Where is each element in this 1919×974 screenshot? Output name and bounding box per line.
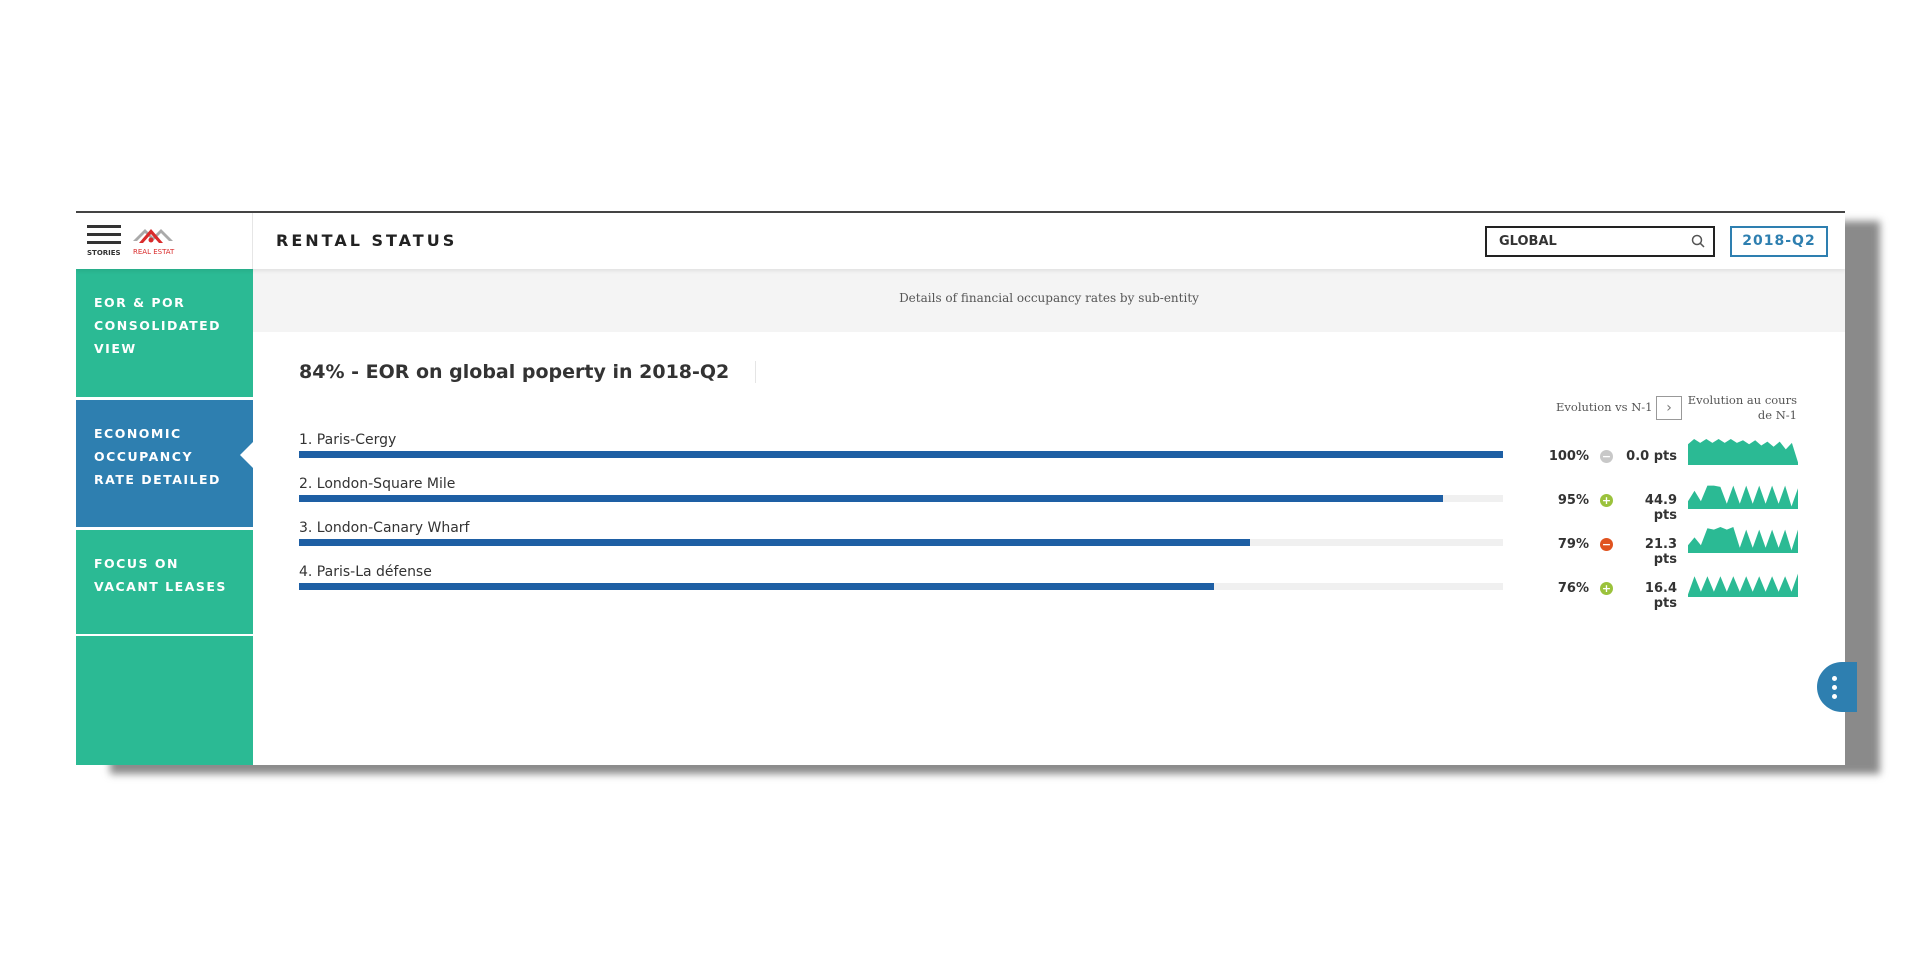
real-estate-logo: REAL ESTATE: [133, 229, 175, 256]
table-row: 1. Paris-Cergy 100% − 0.0 pts: [299, 432, 1799, 476]
evolution-points: 16.4 pts: [1644, 581, 1677, 611]
occupancy-percent: 76%: [1557, 581, 1589, 596]
sparkline: [1688, 527, 1798, 553]
evolution-points: 0.0 pts: [1626, 449, 1677, 464]
page-title: RENTAL STATUS: [276, 231, 458, 250]
search-value: GLOBAL: [1499, 234, 1557, 249]
evolution-n1-header: Evolution au cours de N-1: [1687, 393, 1797, 422]
evolution-vs-n1-header: Evolution vs N-1: [1556, 400, 1653, 414]
occupancy-bar: [299, 539, 1251, 546]
bar-track: [299, 495, 1503, 502]
entity-label: 3. London-Canary Wharf: [299, 520, 470, 536]
table-row: 2. London-Square Mile 95% + 44.9 pts: [299, 476, 1799, 523]
search-icon[interactable]: [1691, 234, 1705, 248]
stories-label: STORIES: [87, 249, 121, 257]
more-options-button[interactable]: [1817, 662, 1857, 712]
sparkline-area: [1688, 573, 1798, 597]
bar-track: [299, 451, 1503, 458]
evolution-points: 21.3 pts: [1644, 537, 1677, 567]
subtitle: Details of financial occupancy rates by …: [899, 291, 1199, 305]
sparkline-area: [1688, 485, 1798, 509]
occupancy-percent: 100%: [1548, 449, 1589, 464]
occupancy-bar: [299, 583, 1215, 590]
sidebar-item-consolidated-view[interactable]: EOR & POR CONSOLIDATED VIEW: [76, 269, 253, 397]
subtitle-band: Details of financial occupancy rates by …: [253, 269, 1845, 332]
occupancy-percent: 79%: [1557, 537, 1589, 552]
sidebar-empty-area: [76, 636, 253, 765]
entity-search-input[interactable]: GLOBAL: [1485, 226, 1715, 257]
period-selector-button[interactable]: 2018-Q2: [1730, 226, 1828, 257]
sparkline: [1688, 439, 1798, 465]
hamburger-menu-icon[interactable]: [87, 225, 121, 249]
chevron-right-icon[interactable]: ›: [1656, 396, 1682, 420]
brand-area: STORIES REAL ESTATE: [76, 213, 253, 269]
minus-circle-icon: −: [1600, 450, 1613, 463]
table-row: 4. Paris-La défense 76% + 16.4 pts: [299, 564, 1799, 611]
minus-circle-icon: −: [1600, 538, 1613, 551]
sidebar-item-occupancy-rate-detailed[interactable]: ECONOMIC OCCUPANCY RATE DETAILED: [76, 400, 253, 527]
table-row: 3. London-Canary Wharf 79% − 21.3 pts: [299, 520, 1799, 567]
bar-track: [299, 539, 1503, 546]
bar-track: [299, 583, 1503, 590]
sparkline-area: [1688, 527, 1798, 553]
chart-title: 84% - EOR on global poperty in 2018-Q2: [299, 361, 757, 383]
sparkline: [1688, 485, 1798, 509]
sidebar-item-vacant-leases[interactable]: FOCUS ON VACANT LEASES: [76, 530, 253, 634]
entity-label: 2. London-Square Mile: [299, 476, 456, 492]
evolution-points: 44.9 pts: [1644, 493, 1677, 523]
entity-label: 1. Paris-Cergy: [299, 432, 397, 448]
entity-label: 4. Paris-La défense: [299, 564, 432, 580]
occupancy-percent: 95%: [1557, 493, 1589, 508]
plus-circle-icon: +: [1600, 582, 1613, 595]
sidebar: EOR & POR CONSOLIDATED VIEW ECONOMIC OCC…: [76, 269, 253, 765]
occupancy-bar: [299, 495, 1443, 502]
sparkline: [1688, 573, 1798, 597]
svg-text:REAL ESTATE: REAL ESTATE: [133, 248, 175, 256]
top-header: STORIES REAL ESTATE RENTAL STATUS GLOBAL…: [76, 213, 1845, 269]
occupancy-bar: [299, 451, 1503, 458]
sparkline-area: [1688, 439, 1798, 465]
dashboard-panel: STORIES REAL ESTATE RENTAL STATUS GLOBAL…: [76, 211, 1845, 765]
plus-circle-icon: +: [1600, 494, 1613, 507]
